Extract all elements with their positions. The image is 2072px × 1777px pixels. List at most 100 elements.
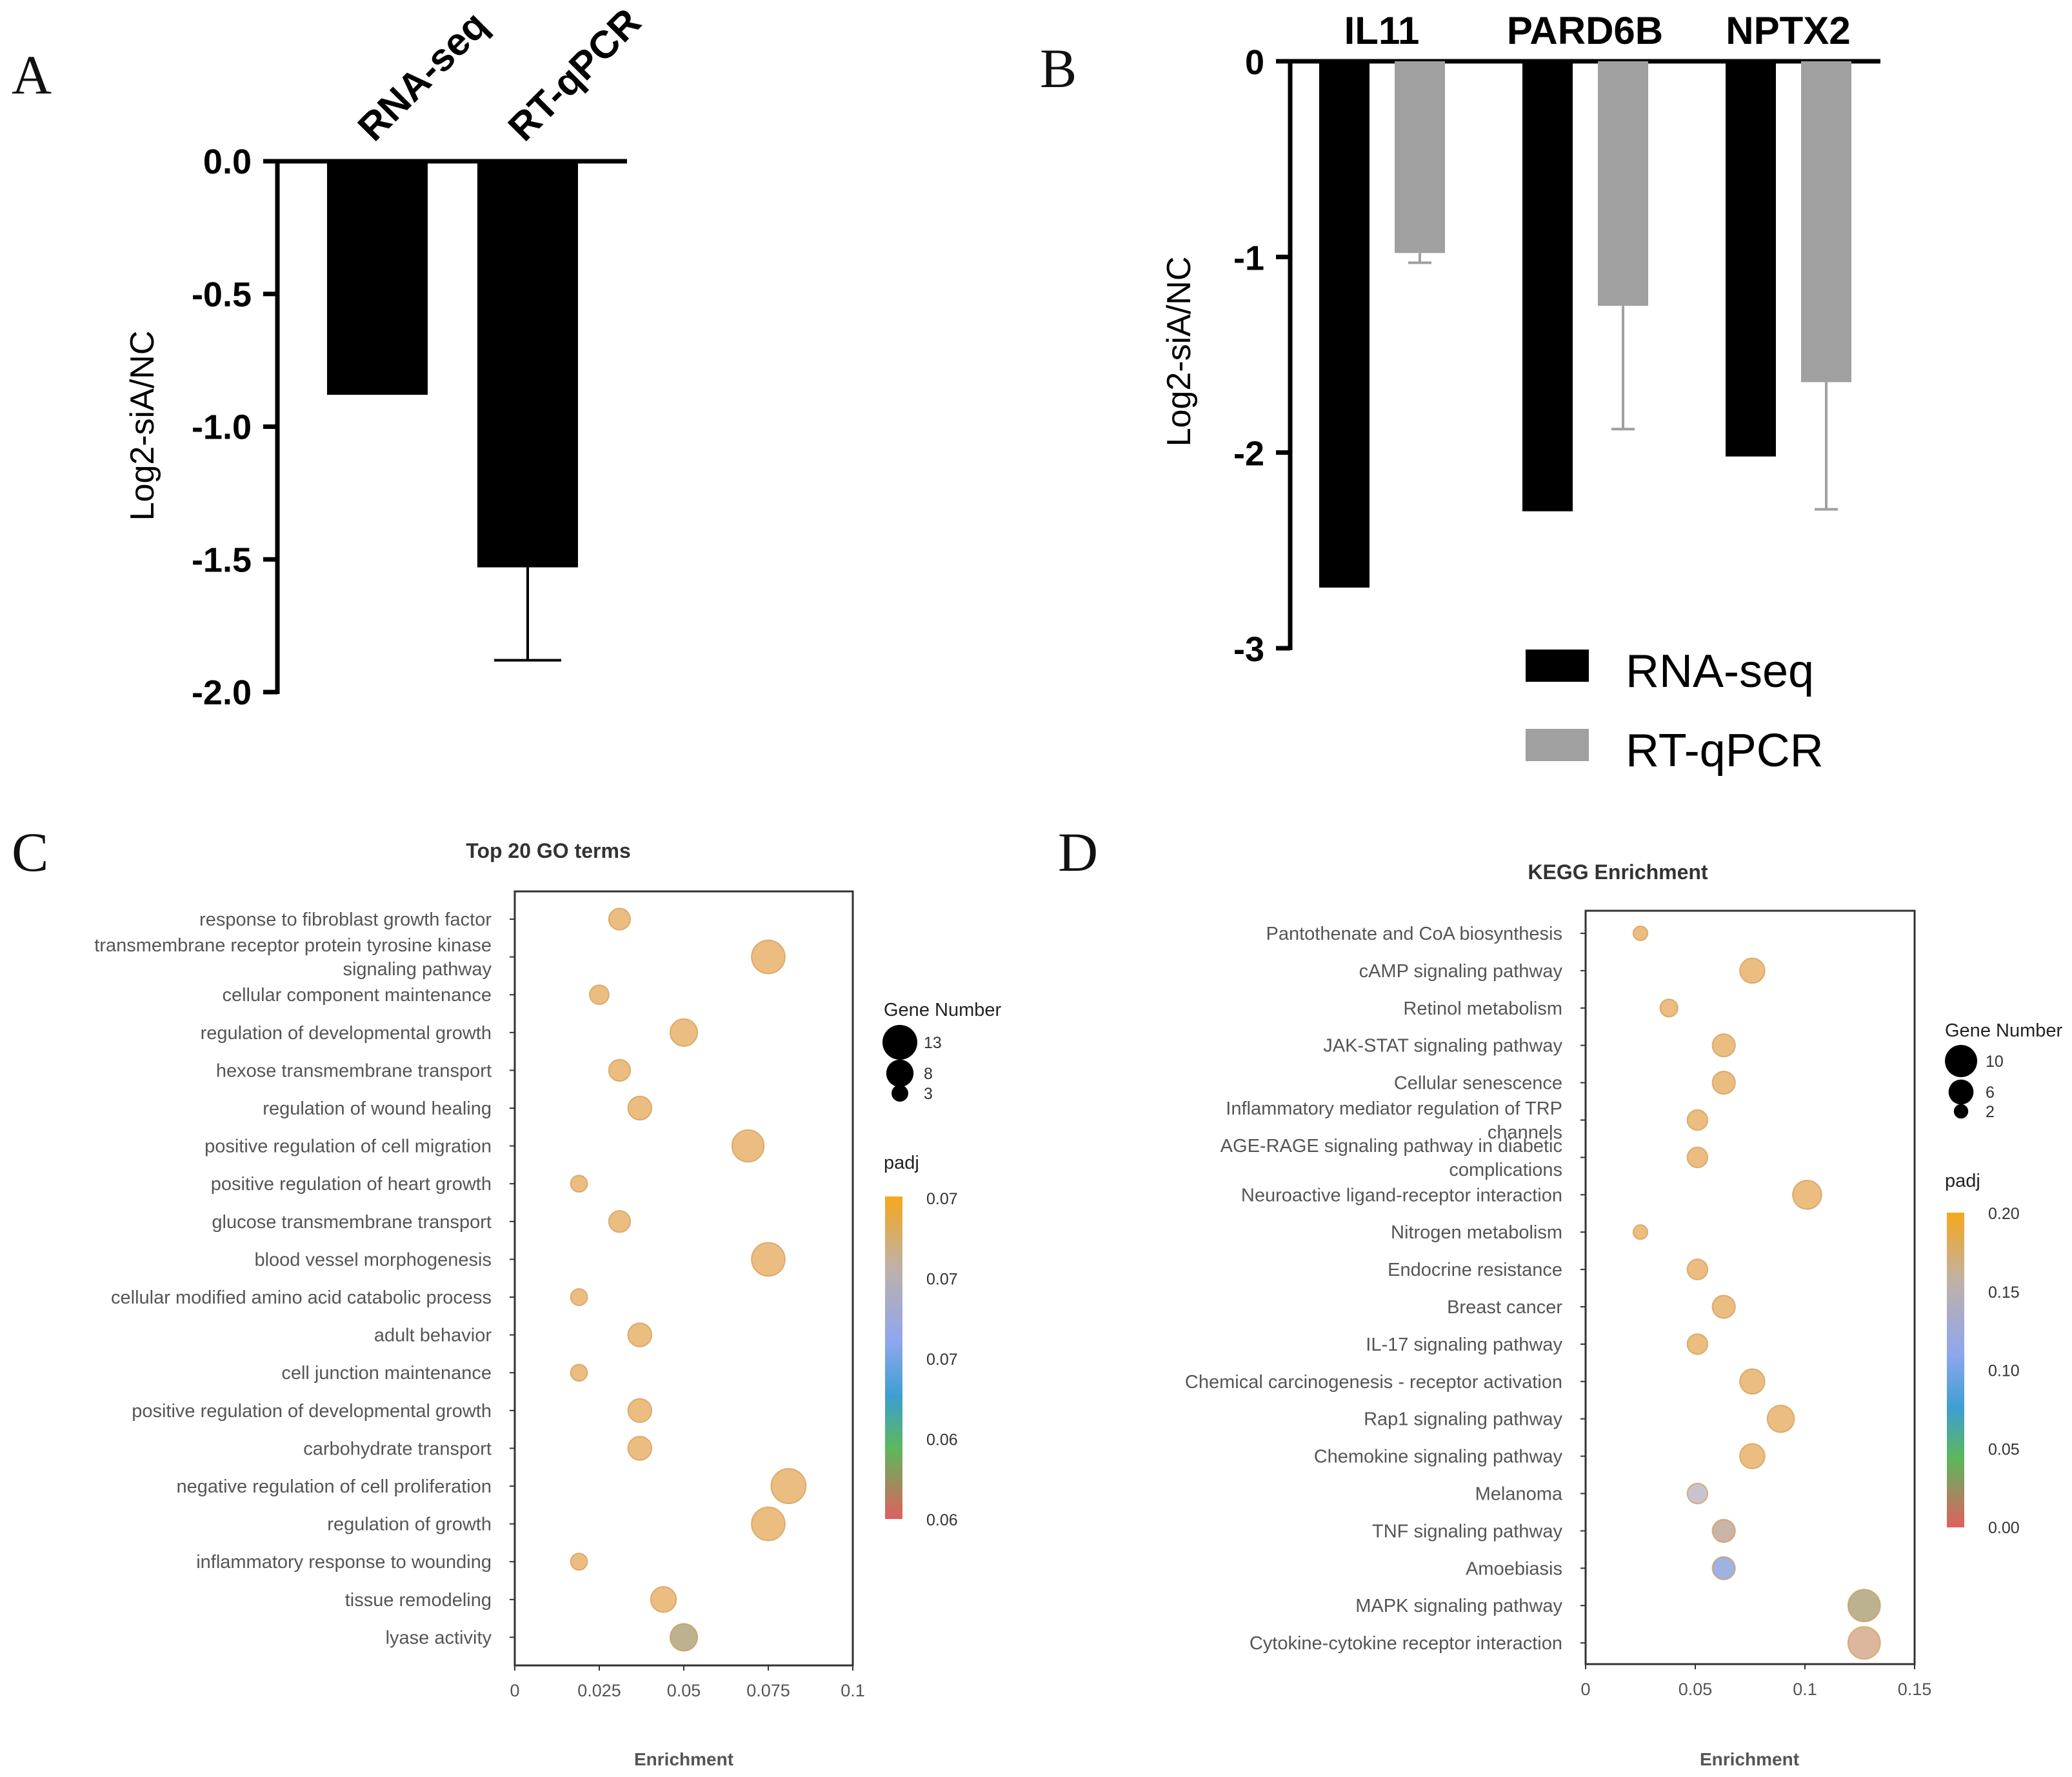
bar-nptx2-rt-qpcr [1801,61,1851,382]
chart-c-xlabel: Enrichment [634,1749,733,1769]
term-label: positive regulation of heart growth [211,1174,492,1195]
bubble-regulation-of-growth [751,1506,786,1542]
panel-label-d: D [1058,821,1098,883]
panel-label-c: C [12,821,48,883]
chart-c: response to fibroblast growth factor tran… [94,890,958,1700]
bar-nptx2-rna-seq [1726,61,1776,457]
color-legend-label: 0.15 [1988,1284,2020,1302]
term-label: regulation of wound healing [263,1098,492,1119]
bubble-cellular-senescence [1711,1070,1736,1095]
chart-b-ytick-label: 0 [1245,43,1264,82]
chart-a: 0.0 -0.5 -1.0 -1.5 -2.0 RNA-seq RT-qPCR [192,0,649,712]
bubble-tissue-remodeling [650,1585,677,1613]
term-label: Inflammatory mediator regulation of TRP c… [1226,1098,1562,1143]
bubble-lyase-activity [669,1623,699,1652]
x-tick-label: 0.075 [746,1681,790,1700]
term-label: adult behavior [374,1325,492,1346]
term-label: carbohydrate transport [303,1438,492,1459]
chartD-plot-frame [1584,909,1916,1665]
x-tick-label: 0.1 [1793,1680,1817,1699]
bubble-regulation-of-wound-healing [627,1095,653,1121]
x-tick-label: 0 [510,1681,519,1700]
term-label: negative regulation of cell proliferatio… [177,1476,492,1497]
chart-a-ytick-label: -2.0 [192,673,252,712]
size-legend-dot [1948,1079,1974,1105]
color-legend-label: 0.07 [926,1190,958,1208]
chart-c-title: Top 20 GO terms [466,839,630,862]
term-label: Amoebiasis [1466,1558,1562,1579]
bubble-positive-regulation-of-heart-growth [570,1175,588,1193]
chart-b-ylabel: Log2-siA/NC [1161,257,1198,447]
legend-swatch-rna-seq [1526,650,1589,682]
chart-d-color-legend-title: padj [1945,1171,1980,1191]
term-label: Neuroactive ligand-receptor interaction [1241,1185,1562,1206]
size-legend-label: 6 [1986,1084,1995,1102]
term-label: Pantothenate and CoA biosynthesis [1266,924,1563,944]
bubble-glucose-transmembrane-transport [608,1210,632,1233]
chartC-plot-frame [513,890,854,1667]
chart-b-ytick-label: -2 [1233,435,1264,473]
term-label: Cytokine-cytokine receptor interaction [1250,1633,1562,1654]
bar-il11-rt-qpcr [1395,61,1445,253]
chart-a-ytick-label: -1.5 [192,541,252,579]
term-label: glucose transmembrane transport [212,1212,492,1233]
bubble-inflammatory-response-to-wounding [570,1553,588,1571]
size-legend-dot [886,1059,914,1087]
legend-label-rna-seq: RNA-seq [1626,646,1814,697]
term-label: Endocrine resistance [1388,1260,1562,1280]
term-label: positive regulation of cell migration [204,1137,492,1157]
color-legend-label: 0.10 [1988,1362,2020,1380]
bubble-chemokine-signaling-pathway [1739,1443,1766,1469]
bubble-transmembrane-receptor-protein-tyrosine-kinase-signaling-pathway [751,939,786,975]
chart-a-ytick-label: -1.0 [192,408,252,447]
color-legend-label: 0.06 [926,1431,958,1449]
chart-b-legend: RNA-seq RT-qPCR [1526,646,1824,777]
category-label-rna-seq: RNA-seq [350,3,496,150]
x-tick-label: 0 [1580,1680,1590,1699]
legend-swatch-rt-qpcr [1526,729,1589,761]
term-label: regulation of growth [327,1514,492,1535]
chart-a-ylabel: Log2-siA/NC [124,331,161,521]
term-label: positive regulation of developmental gro… [132,1401,492,1422]
term-label: TNF signaling pathway [1372,1521,1562,1542]
bubble-positive-regulation-of-cell-migration [731,1129,765,1163]
bubble-cytokine-cytokine-receptor-interaction [1847,1626,1881,1660]
term-label: Rap1 signaling pathway [1364,1409,1562,1430]
term-label: Retinol metabolism [1403,998,1562,1019]
bubble-mapk-signaling-pathway [1847,1589,1881,1623]
color-legend-label: 0.07 [926,1271,958,1289]
term-label: response to fibroblast growth factor [199,909,492,930]
category-label-rt-qpcr: RT-qPCR [500,0,649,149]
term-label: IL-17 signaling pathway [1366,1335,1562,1355]
chart-d-colorbar [1947,1213,1964,1527]
bubble-rap1-signaling-pathway [1766,1404,1795,1433]
bubble-endocrine-resistance [1686,1258,1709,1280]
legend-label-rt-qpcr: RT-qPCR [1626,725,1824,777]
category-label-il11: IL11 [1344,9,1420,52]
chart-d: Pantothenate and CoA biosynthesis cAMP si… [1185,909,2020,1699]
bubble-response-to-fibroblast-growth-factor [608,908,632,931]
size-legend-label: 2 [1986,1103,1995,1121]
term-label: Chemical carcinogenesis - receptor activ… [1185,1372,1562,1393]
chart-d-size-legend-title: Gene Number [1945,1020,2062,1041]
category-label-nptx2: NPTX2 [1726,9,1850,52]
term-label: regulation of developmental growth [201,1023,492,1044]
chart-d-title: KEGG Enrichment [1528,860,1708,884]
size-legend-label: 3 [924,1085,933,1103]
panel-label-a: A [12,44,52,106]
chart-c-colorbar [885,1196,902,1519]
bubble-cellular-component-maintenance [589,984,610,1006]
bubble-regulation-of-developmental-growth [669,1018,699,1047]
chart-c-color-legend-title: padj [884,1153,919,1173]
term-label: cAMP signaling pathway [1359,961,1563,982]
bubble-negative-regulation-of-cell-proliferation [770,1468,807,1504]
color-legend-label: 0.20 [1988,1205,2020,1223]
color-legend-label: 0.06 [926,1511,958,1529]
bubble-blood-vessel-morphogenesis [751,1242,786,1277]
color-legend-label: 0.00 [1988,1519,2020,1537]
bubble-jak-stat-signaling-pathway [1711,1033,1736,1058]
size-legend-dot [1953,1104,1969,1119]
bubble-hexose-transmembrane-transport [608,1058,632,1082]
term-label: MAPK signaling pathway [1355,1596,1562,1616]
bubble-pantothenate-and-coa-biosynthesis [1632,925,1649,942]
